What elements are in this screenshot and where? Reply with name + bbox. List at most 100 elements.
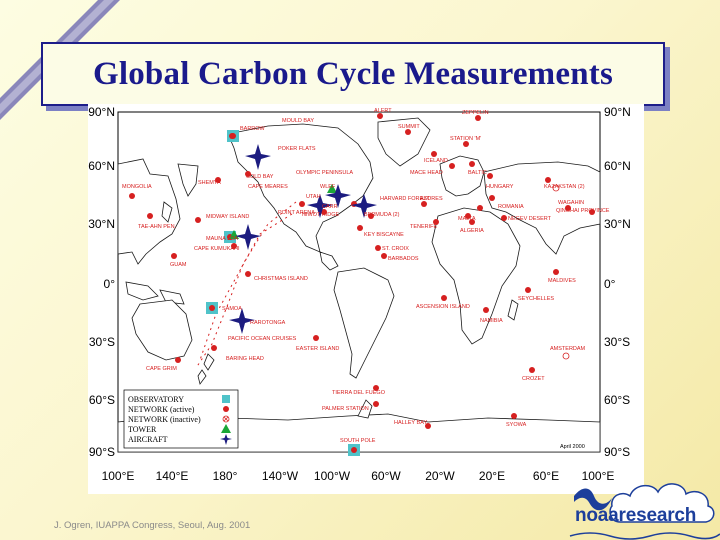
site-label-rarotonga: RAROTONGA — [250, 320, 286, 326]
site-label-tierra-del-fuego: TIERRA DEL FUEGO — [332, 390, 386, 396]
towers — [229, 184, 337, 239]
lat-left-90s: 90°S — [89, 445, 115, 459]
map-legend: OBSERVATORY NETWORK (active) NETWORK (in… — [123, 389, 239, 449]
legend-label-tower: TOWER — [128, 425, 157, 434]
lat-right-90s: 90°S — [604, 445, 630, 459]
site-label-iceland: ICELAND — [424, 158, 448, 164]
site-label-shemya: SHEMYA — [198, 180, 221, 186]
lon-140e: 140°E — [156, 469, 189, 483]
noaa-research-logo-text: noaaresearch — [575, 505, 697, 526]
lon-140w: 140°W — [262, 469, 299, 483]
site-label-key-biscayne: KEY BISCAYNE — [364, 232, 404, 238]
lat-left-90n: 90°N — [88, 105, 115, 119]
site-label-alert: ALERT — [374, 108, 392, 114]
site-label-kazakstan: KAZAKSTAN (2) — [544, 184, 585, 190]
site-label-halley-bay: HALLEY BAY — [394, 420, 427, 426]
site-label-negev-desert: NEGEV DESERT — [508, 216, 552, 222]
title-box: Global Carbon Cycle Measurements — [41, 42, 665, 106]
site-label-azores: AZORES — [420, 196, 443, 202]
lon-100e-left: 100°E — [102, 469, 135, 483]
lon-20e: 20°E — [479, 469, 505, 483]
legend-aircraft-icon — [220, 434, 232, 445]
legend-tower-icon — [221, 424, 231, 433]
cloud-icon — [609, 483, 715, 523]
site-label-samoa: SAMOA — [222, 306, 242, 312]
lat-left-60n: 60°N — [88, 159, 115, 173]
site-label-tenerife: TENERIFE — [410, 224, 438, 230]
site-label-barbados: BARBADOS — [388, 256, 419, 262]
lon-axis: 100°E 140°E 180° 140°W 100°W 60°W 20°W 2… — [102, 469, 615, 483]
site-label-baltic: BALTIC — [468, 170, 487, 176]
site-label-qinghai-wagahin: WAGAHIN — [558, 200, 584, 206]
site-label-baring-head: BARING HEAD — [226, 356, 264, 362]
site-label-wlef: WLEF — [320, 184, 336, 190]
lat-left-30s: 30°S — [89, 335, 115, 349]
legend-label-network-active: NETWORK (active) — [128, 405, 195, 414]
lat-left-30n: 30°N — [88, 217, 115, 231]
legend-observatory-icon — [222, 395, 230, 403]
site-label-ascension: ASCENSION ISLAND — [416, 304, 470, 310]
lat-left-60s: 60°S — [89, 393, 115, 407]
site-label-hungary: HUNGARY — [486, 184, 514, 190]
lat-right-0: 0° — [604, 277, 616, 291]
site-label-carr: CARR — [322, 204, 338, 210]
aircraft-sites — [229, 144, 377, 334]
site-label-barrow: BARROW — [240, 126, 266, 132]
site-label-mace-head: MACE HEAD — [410, 170, 443, 176]
network-active-sites — [129, 113, 595, 453]
legend-network-inactive-icon — [222, 415, 230, 423]
world-map-figure: ALERT ZEPPELIN SUMMIT MOULD BAY BARROW S… — [88, 104, 644, 494]
lat-right-30s: 30°S — [604, 335, 630, 349]
site-label-poker-flats: POKER FLATS — [278, 146, 316, 152]
footer-credit: J. Ogren, IUAPPA Congress, Seoul, Aug. 2… — [54, 520, 251, 531]
site-label-pacific-cruises: PACIFIC OCEAN CRUISES — [228, 336, 297, 342]
site-label-niwot-ridge: NIWOT RIDGE — [302, 212, 340, 218]
lon-20w: 20°W — [425, 469, 455, 483]
site-label-mould-bay: MOULD BAY — [282, 118, 314, 124]
site-label-namibia: NAMIBIA — [480, 318, 503, 324]
site-label-st-croix: ST. CROIX — [382, 246, 409, 252]
wave-underline-icon — [569, 532, 720, 540]
site-label-south-pole: SOUTH POLE — [340, 438, 376, 444]
site-label-midway: MIDWAY ISLAND — [206, 214, 249, 220]
site-label-harvard-forest: HARVARD FOREST — [380, 196, 431, 202]
site-label-utah: UTAH — [306, 194, 321, 200]
lon-180: 180° — [213, 469, 238, 483]
lon-100w: 100°W — [314, 469, 351, 483]
lat-left-0: 0° — [104, 277, 116, 291]
site-label-syowa: SYOWA — [506, 422, 527, 428]
site-label-qinghai: QINGHAI PROVINCE — [556, 208, 610, 214]
site-label-summit: SUMMIT — [398, 124, 420, 130]
legend-label-aircraft: AIRCRAFT — [128, 435, 168, 444]
site-label-malta: MALTA — [458, 216, 476, 222]
site-label-olympic-peninsula: OLYMPIC PENINSULA — [296, 170, 353, 176]
site-label-christmas-island: CHRISTMAS ISLAND — [254, 276, 308, 282]
network-inactive-sites — [552, 184, 570, 360]
site-label-zeppelin: ZEPPELIN — [462, 110, 489, 116]
lat-right-60n: 60°N — [604, 159, 631, 173]
map-date-stamp: April 2000 — [560, 444, 585, 450]
site-label-mongolia: MONGOLIA — [122, 184, 152, 190]
site-label-mauna-loa: MAUNA LOA — [206, 236, 238, 242]
lon-100e-right: 100°E — [582, 469, 615, 483]
lon-60w: 60°W — [371, 469, 401, 483]
site-label-station-m: STATION 'M' — [450, 136, 481, 142]
site-label-cold-bay: COLD BAY — [246, 174, 274, 180]
slide-title: Global Carbon Cycle Measurements — [93, 55, 613, 92]
site-label-cape-kumukahi: CAPE KUMUKAHI — [194, 246, 240, 252]
site-label-crozet: CROZET — [522, 376, 545, 382]
site-label-palmer-station: PALMER STATION — [322, 406, 369, 412]
world-map: ALERT ZEPPELIN SUMMIT MOULD BAY BARROW S… — [88, 104, 644, 494]
site-label-easter-island: EASTER ISLAND — [296, 346, 339, 352]
site-label-cape-grim: CAPE GRIM — [146, 366, 177, 372]
legend-label-observatory: OBSERVATORY — [128, 395, 184, 404]
site-label-romania: ROMANIA — [498, 204, 524, 210]
lat-axis-right: 90°N 60°N 30°N 0° 30°S 60°S 90°S — [604, 105, 631, 459]
legend-network-active-icon — [223, 406, 229, 412]
site-label-cape-meares: CAPE MEARES — [248, 184, 288, 190]
site-labels: ALERT ZEPPELIN SUMMIT MOULD BAY BARROW S… — [122, 108, 610, 444]
site-label-amsterdam: AMSTERDAM — [550, 346, 586, 352]
noaa-research-logo — [569, 483, 720, 540]
site-label-point-arena: POINT ARENA — [278, 210, 315, 216]
lat-right-30n: 30°N — [604, 217, 631, 231]
